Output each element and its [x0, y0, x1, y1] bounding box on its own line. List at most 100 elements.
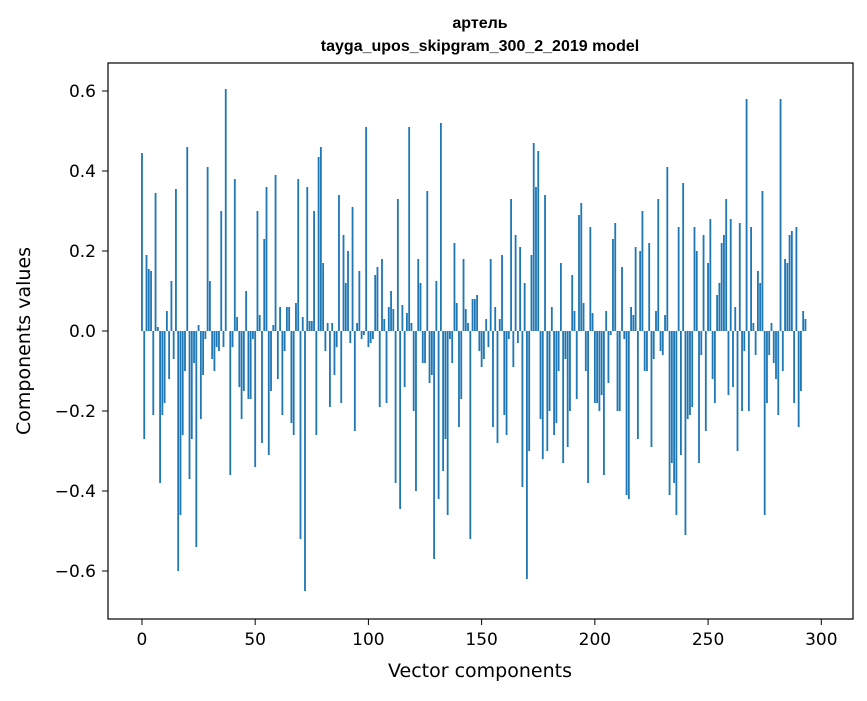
bar: [152, 331, 155, 415]
bar: [204, 331, 207, 339]
bar: [442, 331, 445, 471]
bar: [374, 275, 377, 331]
x-tick-label: 0: [137, 630, 148, 650]
bar: [550, 307, 553, 331]
x-tick-label: 150: [465, 630, 497, 650]
bar: [455, 303, 458, 331]
bar: [396, 199, 399, 331]
bar: [358, 271, 361, 331]
bar: [630, 307, 632, 331]
bar: [329, 331, 331, 407]
bar: [313, 211, 315, 331]
bar: [675, 331, 678, 515]
bar: [208, 281, 211, 331]
bar: [229, 331, 232, 475]
bar: [485, 319, 488, 331]
bar: [723, 235, 725, 331]
bar: [781, 331, 784, 371]
bar: [571, 275, 574, 331]
bar: [165, 311, 168, 331]
bar: [240, 331, 243, 419]
bar: [215, 331, 218, 347]
bar: [428, 331, 431, 383]
bar: [535, 187, 537, 331]
bar: [646, 331, 648, 371]
bar: [684, 331, 687, 535]
bar: [476, 295, 479, 331]
bar: [591, 313, 594, 331]
bar: [147, 269, 150, 331]
bar: [580, 203, 583, 331]
bar: [249, 331, 252, 399]
bar: [181, 331, 184, 435]
bar: [682, 183, 685, 331]
bar: [340, 331, 343, 403]
x-tick-label: 300: [805, 630, 837, 650]
bar: [756, 271, 759, 331]
bar: [319, 147, 322, 331]
bar: [480, 331, 483, 367]
bar: [261, 331, 263, 443]
bar: [159, 331, 161, 483]
bar: [150, 271, 152, 331]
bar: [621, 267, 623, 331]
bar: [569, 331, 571, 411]
bar: [537, 151, 540, 331]
bar: [546, 331, 549, 451]
bar: [464, 309, 467, 331]
bar: [403, 331, 406, 387]
bar: [655, 311, 657, 331]
bar: [451, 331, 454, 363]
bar: [378, 331, 381, 407]
bar: [695, 251, 698, 331]
bar: [170, 281, 173, 331]
bar: [265, 187, 268, 331]
bar: [267, 331, 270, 455]
bar: [263, 239, 266, 331]
bar: [322, 263, 325, 331]
bar: [494, 307, 497, 331]
bar: [707, 263, 709, 331]
bar: [657, 199, 660, 331]
bar: [290, 331, 293, 423]
bar: [802, 311, 805, 331]
bar: [331, 323, 334, 331]
bar: [596, 331, 599, 403]
bar: [424, 331, 426, 363]
bar: [639, 251, 642, 331]
bar: [727, 331, 730, 395]
bar: [492, 331, 494, 427]
bar: [478, 331, 481, 351]
bar: [335, 331, 338, 347]
bar: [270, 331, 272, 391]
bar: [616, 331, 619, 411]
bar: [276, 331, 279, 379]
bar: [732, 331, 734, 387]
bar: [317, 157, 320, 331]
bar: [720, 243, 723, 331]
bar: [505, 331, 508, 435]
bar: [412, 331, 415, 411]
bar: [673, 331, 676, 483]
bar: [641, 211, 644, 331]
bar: [775, 331, 777, 379]
bar: [541, 331, 544, 459]
bar: [295, 303, 297, 331]
bar: [578, 215, 580, 331]
x-tick-label: 200: [579, 630, 611, 650]
bar: [716, 295, 719, 331]
bar: [512, 331, 515, 367]
bar: [288, 307, 291, 331]
bar: [788, 235, 791, 331]
bar: [213, 331, 216, 371]
bar: [184, 331, 186, 371]
bar: [242, 331, 245, 391]
bar: [664, 315, 666, 331]
bar: [603, 331, 605, 475]
bar: [482, 331, 485, 359]
bar: [222, 331, 225, 347]
bar: [589, 227, 592, 331]
bar: [557, 331, 560, 371]
bar: [351, 207, 354, 331]
bar: [306, 187, 309, 331]
